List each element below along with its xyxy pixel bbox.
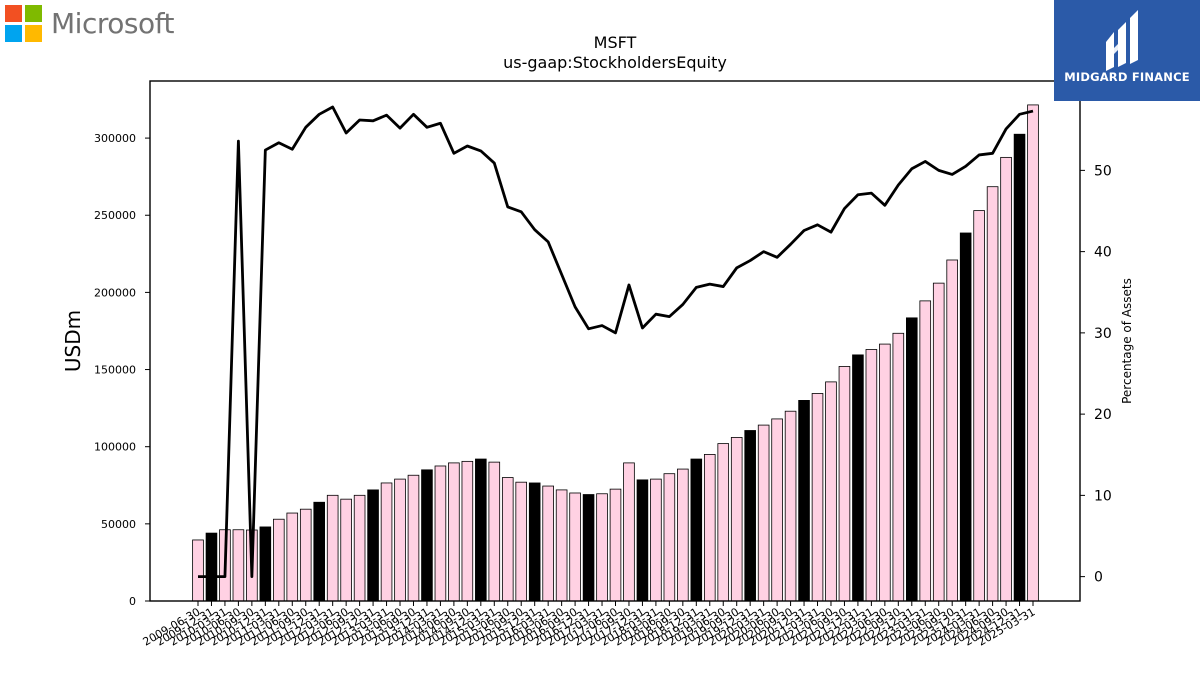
y-tick-label: 100000	[94, 441, 136, 454]
y-tick-label: 150000	[94, 364, 136, 377]
bar	[932, 282, 945, 602]
y2-tick-label: 0	[1094, 570, 1103, 586]
bar	[299, 508, 312, 602]
bar	[879, 343, 891, 602]
bar	[811, 393, 824, 602]
bar	[609, 488, 622, 602]
y2-tick-label: 50	[1094, 163, 1112, 179]
bar	[677, 468, 689, 602]
bar	[730, 437, 743, 602]
bar	[569, 492, 581, 602]
bar	[313, 501, 325, 602]
bar	[501, 477, 514, 602]
bar	[744, 430, 756, 602]
bar	[663, 473, 676, 602]
midgard-finance-wordmark: MIDGARD FINANCE	[1064, 70, 1190, 84]
y2-tick-label: 40	[1094, 245, 1112, 261]
bar	[192, 539, 204, 602]
bar	[906, 317, 918, 602]
y2-tick-label: 20	[1094, 407, 1112, 423]
bar	[771, 418, 783, 602]
bar	[394, 478, 406, 602]
bar	[919, 300, 932, 602]
bar	[421, 469, 433, 602]
bar	[367, 489, 379, 602]
bar	[623, 462, 635, 602]
bar	[515, 481, 528, 602]
y-tick-label: 250000	[94, 209, 136, 222]
bar	[1027, 104, 1039, 602]
midgard-finance-logo: MIDGARD FINANCE	[1054, 0, 1200, 101]
y2-tick-label: 10	[1094, 488, 1112, 504]
bar	[380, 482, 393, 602]
bar	[650, 478, 662, 602]
bar	[542, 485, 554, 602]
bar	[986, 186, 999, 602]
y-tick-label: 0	[129, 595, 136, 608]
bar	[232, 529, 245, 602]
bar	[286, 512, 299, 602]
bar	[865, 349, 878, 602]
bar	[596, 493, 608, 602]
y2-axis-label: Percentage of Assets	[1120, 278, 1134, 404]
bar	[259, 526, 272, 602]
bar	[703, 454, 716, 602]
percentage-of-assets-line	[198, 105, 1034, 579]
bar	[1000, 156, 1012, 602]
bar	[852, 354, 864, 602]
bar	[434, 465, 447, 602]
y-tick-label: 200000	[94, 286, 136, 299]
chart-title: MSFT	[594, 33, 637, 52]
bar	[475, 458, 487, 602]
bar	[273, 518, 285, 602]
y-tick-label: 50000	[101, 518, 136, 531]
bar	[825, 381, 837, 602]
bar	[205, 532, 218, 602]
bar	[448, 462, 460, 602]
bar	[973, 210, 985, 602]
bar	[892, 332, 905, 602]
bar	[555, 489, 568, 602]
microsoft-wordmark: Microsoft	[51, 7, 174, 40]
bar	[838, 366, 851, 602]
y-axis-label: USDm	[61, 310, 85, 372]
bar	[946, 259, 958, 602]
bar	[959, 232, 972, 602]
bar	[1013, 133, 1026, 602]
y2-tick-label: 30	[1094, 326, 1112, 342]
y-tick-label: 300000	[94, 132, 136, 145]
bar	[784, 410, 797, 602]
bar	[326, 494, 339, 602]
bar	[340, 498, 352, 602]
bar	[690, 458, 703, 602]
bar	[717, 443, 730, 602]
bar	[757, 424, 770, 602]
microsoft-squares-icon	[5, 5, 42, 42]
midgard-logo-icon	[1054, 0, 1200, 101]
bar	[461, 460, 474, 602]
bar	[798, 400, 810, 602]
chart-subtitle: us-gaap:StockholdersEquity	[503, 53, 727, 72]
bar	[582, 494, 595, 602]
bar	[488, 461, 501, 602]
bar	[407, 474, 420, 602]
bar	[636, 479, 649, 602]
bar	[353, 494, 366, 602]
bar	[528, 482, 541, 602]
